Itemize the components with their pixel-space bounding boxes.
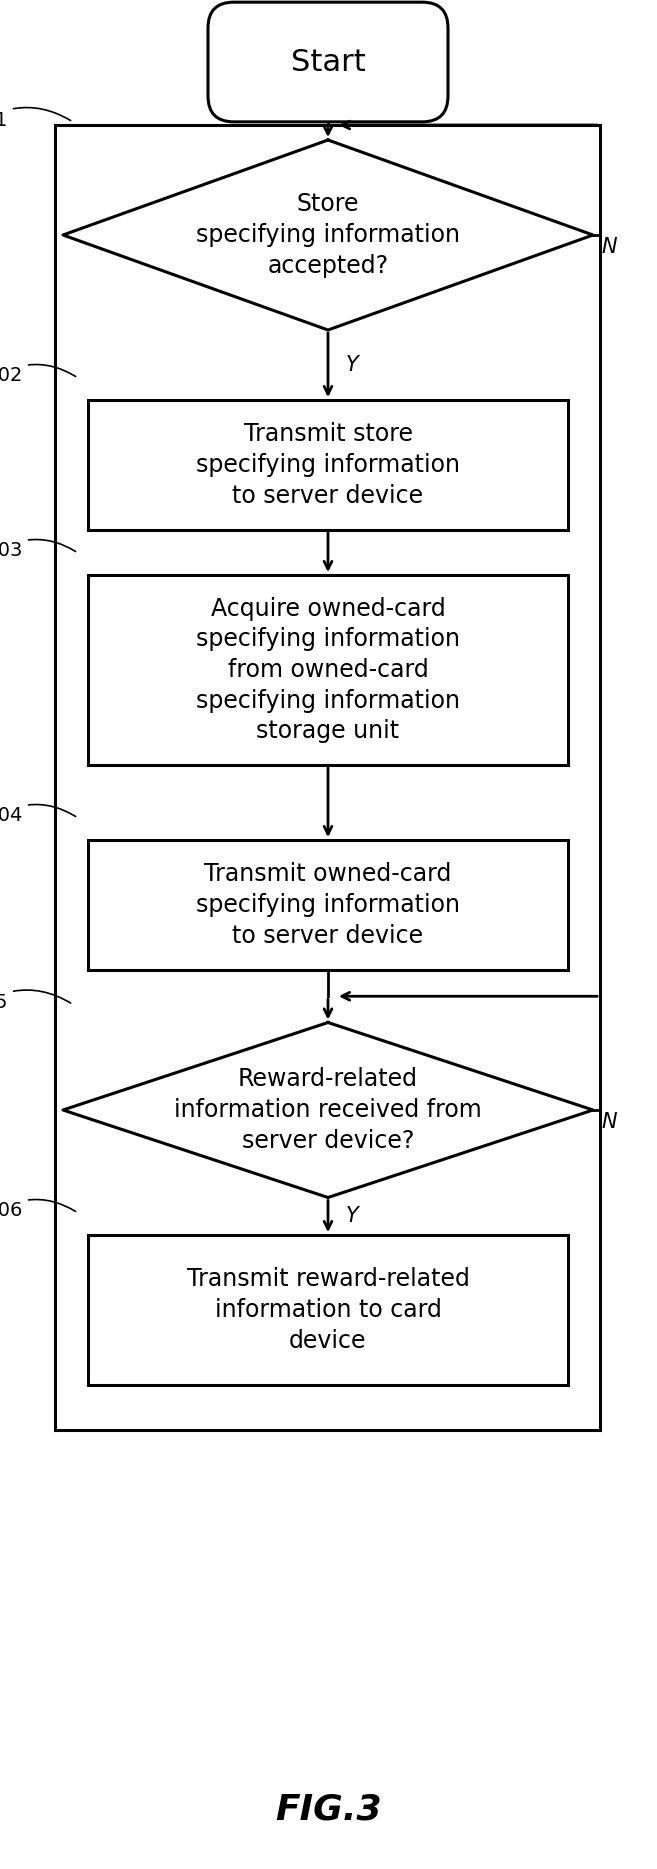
Bar [55,125,600,1430]
Text: Transmit owned-card
specifying information
to server device: Transmit owned-card specifying informati… [196,862,460,948]
Text: S303: S303 [0,540,76,559]
Bar [88,400,568,531]
Text: N: N [601,1112,617,1133]
Text: Acquire owned-card
specifying information
from owned-card
specifying information: Acquire owned-card specifying informatio… [196,596,460,744]
Bar [88,1235,568,1385]
Text: Store
specifying information
accepted?: Store specifying information accepted? [196,193,460,278]
Bar [88,839,568,970]
Polygon shape [63,140,593,331]
Text: FIG.3: FIG.3 [275,1792,382,1826]
Text: S305: S305 [0,991,71,1011]
Text: Y: Y [346,355,359,376]
Text: Transmit reward-related
information to card
device: Transmit reward-related information to c… [187,1267,470,1353]
Bar [88,576,568,764]
Text: Reward-related
information received from
server device?: Reward-related information received from… [174,1067,482,1153]
Text: Transmit store
specifying information
to server device: Transmit store specifying information to… [196,422,460,508]
Text: N: N [601,237,617,258]
Text: Start: Start [290,47,365,77]
Text: Y: Y [346,1206,359,1226]
Polygon shape [63,1022,593,1198]
Text: S306: S306 [0,1200,76,1219]
FancyBboxPatch shape [208,2,448,121]
Text: S301: S301 [0,108,71,129]
Text: S304: S304 [0,804,76,824]
Text: S302: S302 [0,364,76,385]
